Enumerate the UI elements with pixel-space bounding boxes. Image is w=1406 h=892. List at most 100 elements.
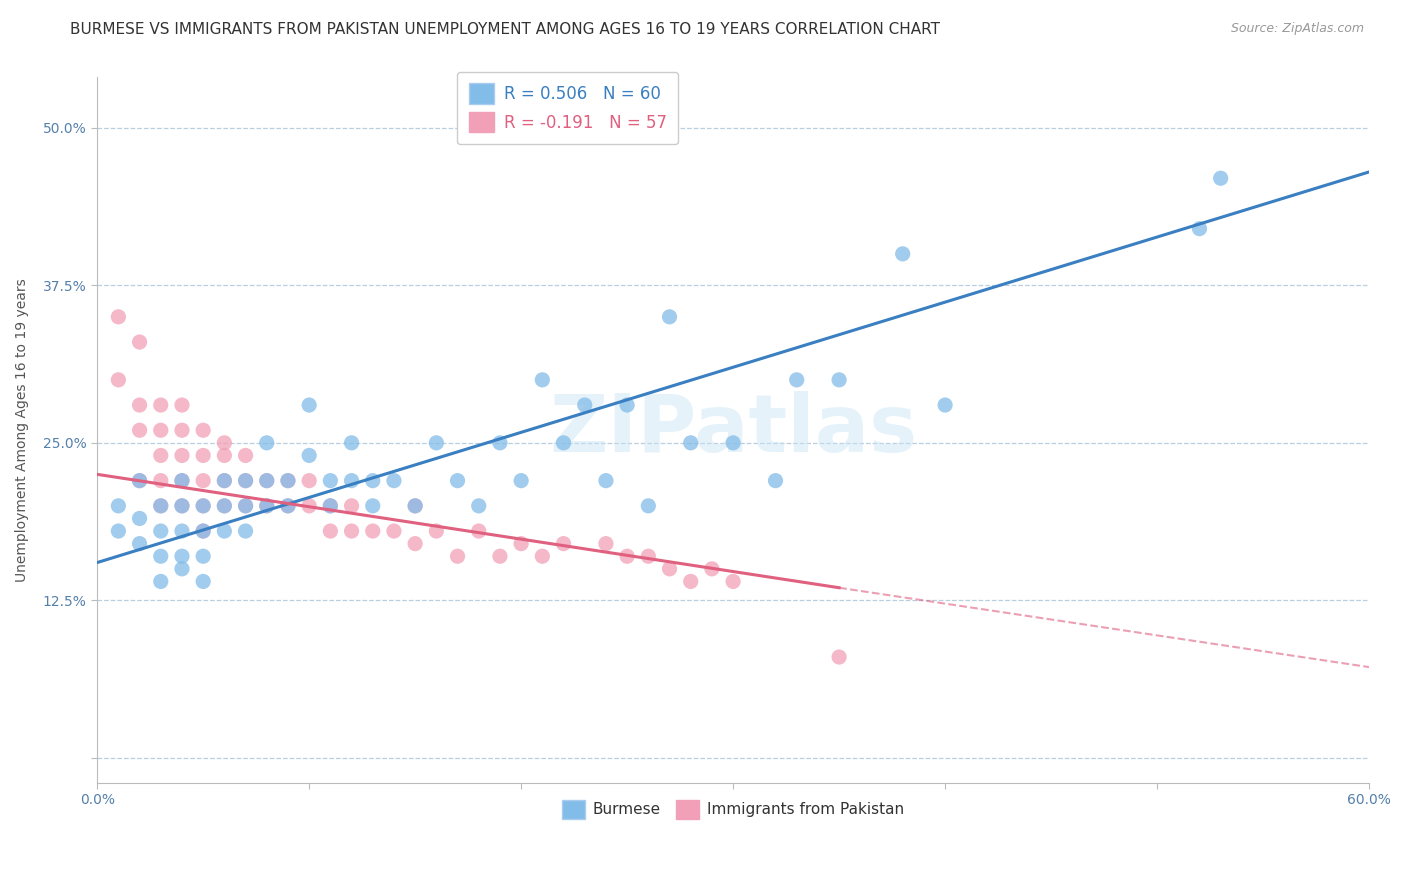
Point: [340, 435, 363, 450]
Text: BURMESE VS IMMIGRANTS FROM PAKISTAN UNEMPLOYMENT AMONG AGES 16 TO 19 YEARS CORRE: BURMESE VS IMMIGRANTS FROM PAKISTAN UNEM…: [70, 22, 941, 37]
Point: [277, 499, 299, 513]
Point: [679, 574, 702, 589]
Point: [319, 524, 342, 538]
Point: [149, 499, 172, 513]
Point: [298, 499, 321, 513]
Point: [193, 423, 215, 437]
Point: [298, 474, 321, 488]
Point: [170, 524, 193, 538]
Point: [149, 524, 172, 538]
Point: [149, 549, 172, 564]
Point: [193, 549, 215, 564]
Point: [256, 499, 278, 513]
Point: [149, 398, 172, 412]
Point: [721, 574, 744, 589]
Point: [721, 435, 744, 450]
Point: [382, 524, 405, 538]
Point: [765, 474, 787, 488]
Point: [340, 524, 363, 538]
Point: [468, 499, 491, 513]
Point: [128, 536, 150, 550]
Point: [361, 499, 384, 513]
Point: [340, 499, 363, 513]
Point: [107, 524, 129, 538]
Point: [170, 474, 193, 488]
Point: [679, 435, 702, 450]
Point: [404, 499, 426, 513]
Legend: Burmese, Immigrants from Pakistan: Burmese, Immigrants from Pakistan: [557, 794, 910, 825]
Point: [361, 474, 384, 488]
Point: [256, 474, 278, 488]
Point: [149, 499, 172, 513]
Point: [658, 562, 681, 576]
Point: [107, 310, 129, 324]
Point: [828, 373, 851, 387]
Point: [828, 650, 851, 665]
Point: [149, 474, 172, 488]
Point: [214, 524, 236, 538]
Point: [170, 499, 193, 513]
Point: [128, 474, 150, 488]
Point: [193, 524, 215, 538]
Point: [616, 549, 638, 564]
Point: [193, 524, 215, 538]
Point: [298, 398, 321, 412]
Point: [510, 474, 533, 488]
Point: [595, 474, 617, 488]
Point: [531, 373, 554, 387]
Point: [425, 524, 447, 538]
Point: [214, 474, 236, 488]
Point: [446, 549, 468, 564]
Point: [256, 499, 278, 513]
Text: ZIPatlas: ZIPatlas: [548, 392, 917, 469]
Point: [193, 449, 215, 463]
Point: [107, 499, 129, 513]
Point: [214, 449, 236, 463]
Point: [235, 524, 257, 538]
Point: [149, 423, 172, 437]
Point: [1188, 221, 1211, 235]
Point: [891, 247, 914, 261]
Point: [170, 499, 193, 513]
Point: [319, 499, 342, 513]
Point: [214, 435, 236, 450]
Text: Source: ZipAtlas.com: Source: ZipAtlas.com: [1230, 22, 1364, 36]
Point: [382, 474, 405, 488]
Point: [214, 499, 236, 513]
Point: [256, 435, 278, 450]
Point: [256, 474, 278, 488]
Point: [128, 423, 150, 437]
Point: [531, 549, 554, 564]
Point: [637, 499, 659, 513]
Point: [298, 449, 321, 463]
Point: [404, 536, 426, 550]
Point: [637, 549, 659, 564]
Point: [595, 536, 617, 550]
Point: [193, 499, 215, 513]
Point: [489, 435, 512, 450]
Point: [128, 398, 150, 412]
Point: [235, 474, 257, 488]
Point: [235, 499, 257, 513]
Point: [235, 449, 257, 463]
Point: [170, 423, 193, 437]
Point: [149, 449, 172, 463]
Point: [193, 574, 215, 589]
Point: [277, 474, 299, 488]
Point: [128, 474, 150, 488]
Point: [319, 499, 342, 513]
Point: [786, 373, 808, 387]
Point: [128, 511, 150, 525]
Point: [319, 474, 342, 488]
Point: [193, 499, 215, 513]
Point: [404, 499, 426, 513]
Point: [170, 449, 193, 463]
Point: [658, 310, 681, 324]
Point: [235, 474, 257, 488]
Point: [489, 549, 512, 564]
Point: [170, 549, 193, 564]
Point: [700, 562, 723, 576]
Point: [616, 398, 638, 412]
Point: [446, 474, 468, 488]
Point: [1209, 171, 1232, 186]
